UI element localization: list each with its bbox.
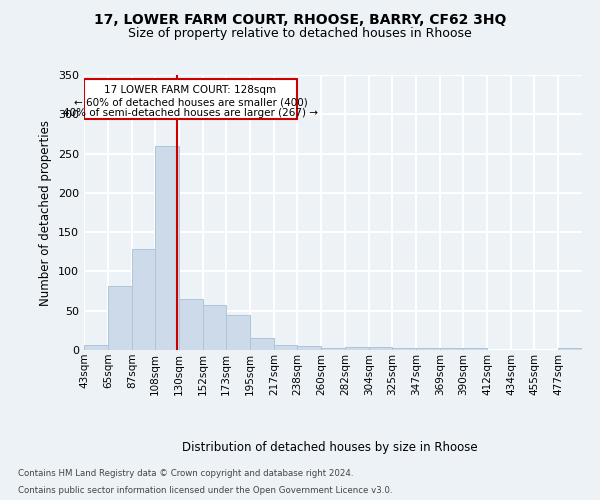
Y-axis label: Number of detached properties: Number of detached properties — [40, 120, 52, 306]
Bar — [226, 314, 250, 350]
Bar — [392, 348, 416, 350]
Bar — [440, 348, 463, 350]
Text: Size of property relative to detached houses in Rhoose: Size of property relative to detached ho… — [128, 28, 472, 40]
Bar — [345, 347, 369, 350]
Bar — [84, 79, 297, 119]
Text: Distribution of detached houses by size in Rhoose: Distribution of detached houses by size … — [182, 441, 478, 454]
Bar — [297, 346, 321, 350]
Text: Contains HM Land Registry data © Crown copyright and database right 2024.: Contains HM Land Registry data © Crown c… — [18, 468, 353, 477]
Bar — [321, 348, 345, 350]
Bar — [274, 346, 297, 350]
Bar — [250, 338, 274, 350]
Text: ← 60% of detached houses are smaller (400): ← 60% of detached houses are smaller (40… — [74, 97, 307, 107]
Bar — [416, 348, 440, 350]
Text: Contains public sector information licensed under the Open Government Licence v3: Contains public sector information licen… — [18, 486, 392, 495]
Bar — [463, 348, 487, 350]
Bar — [179, 299, 203, 350]
Text: 17 LOWER FARM COURT: 128sqm: 17 LOWER FARM COURT: 128sqm — [104, 85, 277, 95]
Bar — [203, 305, 226, 350]
Bar — [369, 347, 392, 350]
Bar — [132, 250, 155, 350]
Bar — [558, 348, 582, 350]
Text: 40% of semi-detached houses are larger (267) →: 40% of semi-detached houses are larger (… — [63, 108, 318, 118]
Text: 17, LOWER FARM COURT, RHOOSE, BARRY, CF62 3HQ: 17, LOWER FARM COURT, RHOOSE, BARRY, CF6… — [94, 12, 506, 26]
Bar — [108, 286, 132, 350]
Bar — [84, 346, 108, 350]
Bar — [155, 146, 179, 350]
